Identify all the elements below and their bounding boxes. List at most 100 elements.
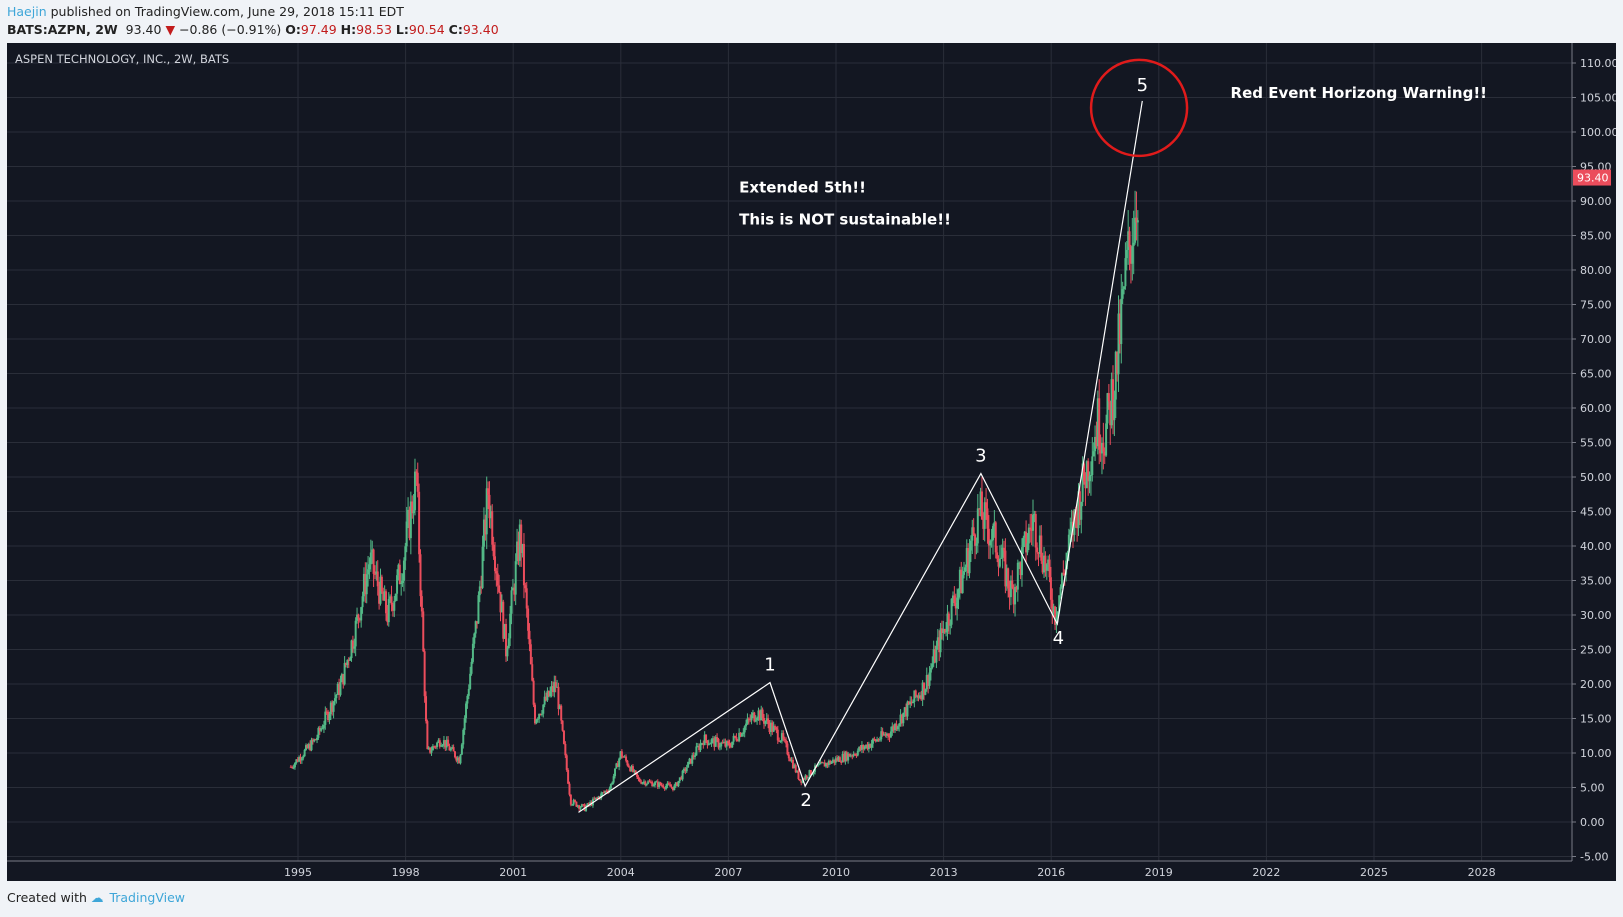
candle-body [935, 645, 938, 663]
candle-body [447, 739, 450, 747]
candle-body [413, 471, 416, 511]
wave-label-2: 2 [800, 790, 811, 811]
candle-body [509, 613, 512, 639]
candle-body [830, 761, 833, 764]
candle-body [844, 752, 847, 762]
candle-body [905, 707, 908, 717]
candle-body [1044, 555, 1047, 571]
candle-body [789, 758, 792, 762]
candle-body [793, 765, 796, 769]
candle-body [429, 747, 432, 753]
candle-body [1070, 521, 1073, 530]
candle-body [558, 705, 561, 710]
candle-body [949, 624, 952, 626]
candle-body [587, 803, 590, 805]
candle-body [1121, 289, 1124, 299]
candle-body [597, 796, 600, 798]
candle-body [698, 745, 701, 751]
candle-body [1003, 547, 1006, 551]
candle-body [843, 754, 846, 762]
candle-body [1040, 535, 1043, 561]
candle-body [452, 747, 455, 752]
candle-body [1033, 514, 1036, 516]
candle-body [551, 686, 554, 693]
candle-body [717, 738, 720, 748]
author-link[interactable]: Haejin [7, 4, 47, 19]
candle-body [1047, 559, 1050, 565]
candle-body [1124, 258, 1127, 287]
candle-body [506, 648, 509, 657]
candle-body [1054, 606, 1057, 625]
candle-body [427, 747, 430, 750]
candle-body [629, 767, 632, 772]
candle-body [293, 763, 296, 768]
candle-body [808, 770, 811, 778]
elliott-wave-line [578, 100, 1143, 813]
candle-body [637, 776, 640, 779]
candle-body [291, 766, 294, 768]
chart-svg[interactable]: 1 2 3 4 5 Extended 5th!! This is NOT sustainab… [7, 43, 1619, 881]
candle-body [758, 710, 761, 721]
candle-body [971, 527, 974, 541]
candle-body [684, 768, 687, 772]
candle-body [906, 701, 909, 717]
candle-body [976, 508, 979, 544]
candle-body [825, 763, 828, 767]
candle-body [608, 788, 611, 792]
candle-body [404, 546, 407, 561]
candle-body [313, 739, 316, 742]
candle-body [1020, 547, 1023, 576]
candle-body [775, 727, 778, 730]
candle-body [778, 740, 781, 742]
y-tick-label: 5.00 [1580, 782, 1605, 795]
candle-body [517, 541, 520, 561]
annotation-text: This is NOT sustainable!! [739, 210, 951, 228]
candle-body [700, 743, 703, 745]
candle-body [550, 686, 553, 692]
candle-body [474, 621, 477, 634]
candle-body [909, 701, 912, 705]
candle-body [1076, 512, 1079, 529]
candle-body [503, 624, 506, 639]
candle-body [317, 727, 320, 738]
candle-body [1049, 577, 1052, 600]
candle-body [553, 682, 556, 693]
candle-body [676, 782, 679, 787]
candle-body [1128, 231, 1131, 247]
tradingview-link[interactable]: TradingView [109, 890, 185, 905]
candle-body [1125, 249, 1128, 259]
candle-body [720, 742, 723, 747]
candle-body [942, 628, 945, 634]
candle-body [396, 575, 399, 594]
candle-body [885, 733, 888, 736]
candle-body [800, 780, 803, 783]
candle-body [622, 756, 625, 758]
candle-body [358, 618, 361, 621]
candle-body [310, 739, 313, 751]
candle-body [521, 543, 524, 554]
candle-body [556, 686, 559, 688]
candle-body [391, 604, 394, 611]
candle-body [589, 802, 592, 805]
candle-body [647, 781, 650, 784]
candle-body [1066, 552, 1069, 561]
price-chart[interactable]: 1 2 3 4 5 Extended 5th!! This is NOT sustainab… [7, 43, 1619, 881]
candle-body [648, 781, 651, 783]
candle-body [649, 781, 652, 783]
candle-body [822, 762, 825, 764]
y-tick-label: 35.00 [1580, 575, 1612, 588]
candle-body [1118, 313, 1121, 344]
candle-body [692, 755, 695, 757]
candle-body [796, 770, 799, 773]
candle-body [400, 583, 403, 585]
candle-body [740, 733, 743, 737]
candle-body [1089, 475, 1092, 477]
publish-text: published on TradingView.com, June 29, 2… [50, 4, 404, 19]
candle-body [840, 761, 843, 763]
candle-body [656, 781, 659, 787]
candle-body [430, 750, 433, 753]
candle-body [990, 540, 993, 542]
candle-body [568, 783, 571, 795]
candle-body [489, 511, 492, 519]
y-tick-label: 75.00 [1580, 299, 1612, 312]
